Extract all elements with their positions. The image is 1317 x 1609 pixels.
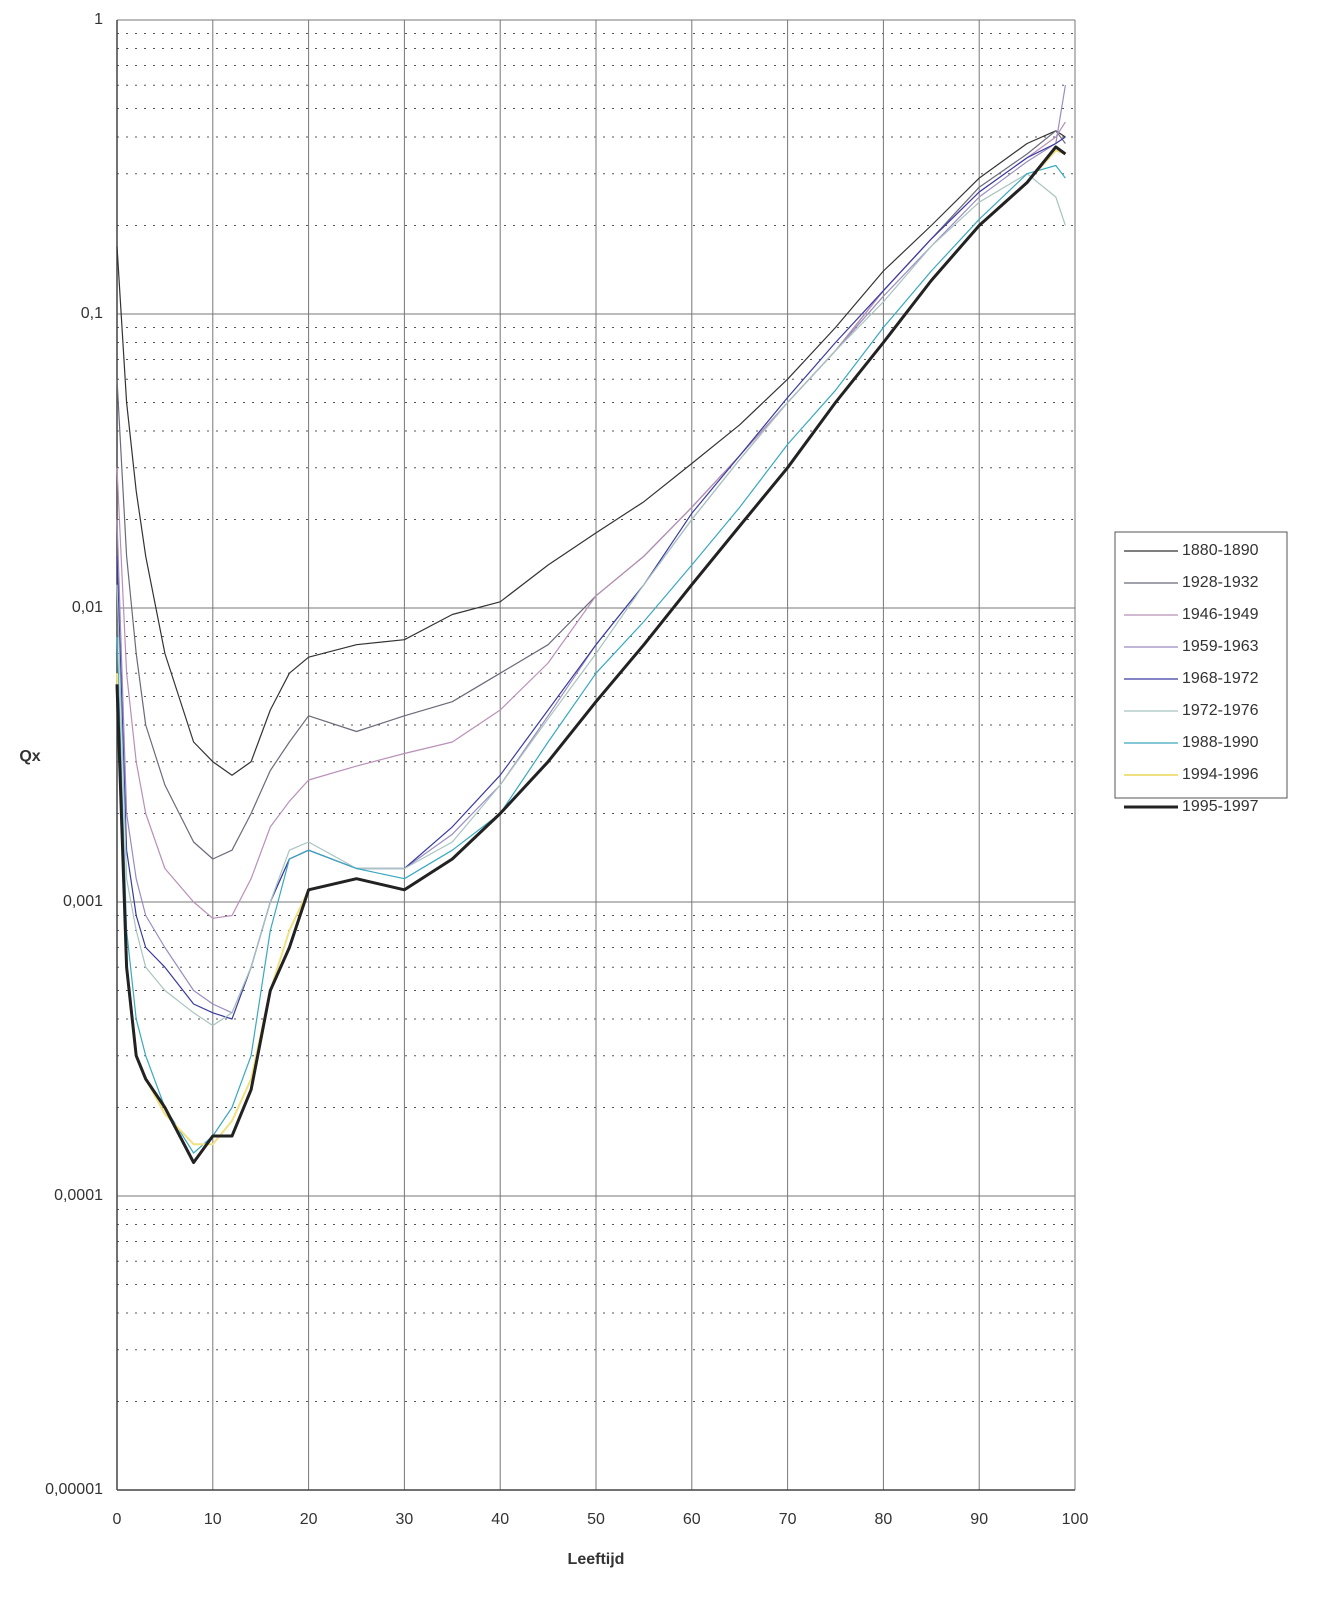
series-line [116, 173, 1066, 1027]
series-line [116, 149, 1066, 1146]
y-tick-label: 0,001 [63, 893, 103, 910]
series-line [116, 85, 1066, 1014]
legend-label: 1968-1972 [1182, 670, 1259, 687]
y-tick-label: 1 [94, 11, 103, 28]
legend-label: 1988-1990 [1182, 734, 1259, 751]
x-tick-label: 90 [970, 1511, 988, 1528]
x-tick-label: 30 [396, 1511, 414, 1528]
x-tick-label: 70 [779, 1511, 797, 1528]
x-axis-label: Leeftijd [568, 1551, 625, 1568]
x-tick-label: 40 [491, 1511, 509, 1528]
legend-label: 1880-1890 [1182, 542, 1259, 559]
y-tick-label: 0,00001 [45, 1481, 103, 1498]
y-tick-label: 0,1 [81, 305, 103, 322]
series-line [116, 130, 1066, 776]
y-tick-label: 0,0001 [54, 1187, 103, 1204]
x-tick-label: 0 [113, 1511, 122, 1528]
legend-box [1114, 531, 1288, 799]
x-tick-label: 10 [204, 1511, 222, 1528]
x-tick-label: 50 [587, 1511, 605, 1528]
legend-label: 1994-1996 [1182, 766, 1259, 783]
series-line [116, 164, 1066, 1154]
y-axis-label: Qx [19, 748, 40, 765]
y-tick-label: 0,01 [72, 599, 103, 616]
legend-label: 1928-1932 [1182, 574, 1259, 591]
series-line [116, 121, 1066, 919]
legend-label: 1946-1949 [1182, 606, 1259, 623]
legend-label: 1995-1997 [1182, 798, 1259, 815]
series-line [115, 145, 1067, 1164]
legend-label: 1972-1976 [1182, 702, 1259, 719]
legend-label: 1959-1963 [1182, 638, 1259, 655]
x-tick-label: 20 [300, 1511, 318, 1528]
x-tick-label: 80 [875, 1511, 893, 1528]
x-tick-label: 60 [683, 1511, 701, 1528]
series-line [116, 136, 1066, 1020]
series-line [116, 130, 1066, 860]
x-tick-label: 100 [1062, 1511, 1089, 1528]
